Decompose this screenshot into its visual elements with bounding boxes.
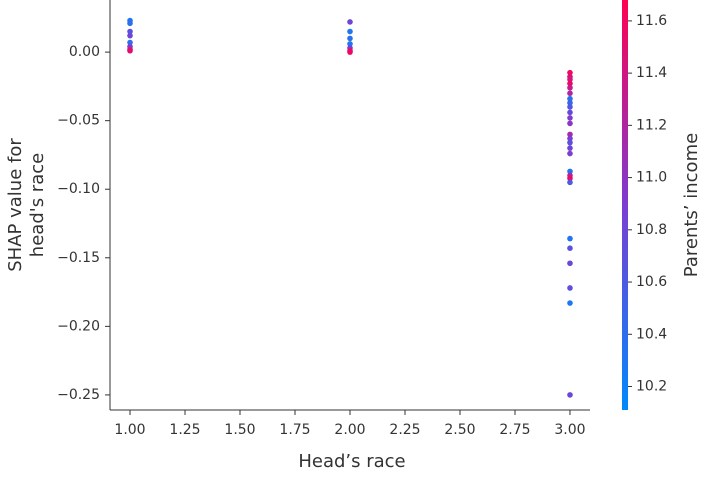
colorbar-tick-label: 11.0 xyxy=(636,170,667,186)
colorbar-tick-label: 10.2 xyxy=(636,378,667,394)
y-tick-label: 0.00 xyxy=(69,44,100,60)
point xyxy=(127,47,133,54)
point xyxy=(567,175,573,182)
point xyxy=(567,95,573,102)
point xyxy=(567,104,573,110)
x-tick-label: 1.75 xyxy=(279,422,310,438)
point xyxy=(567,139,573,146)
point xyxy=(567,100,573,106)
point xyxy=(567,145,573,151)
x-axis-label: Head’s race xyxy=(298,451,405,472)
colorbar-tick-label: 10.4 xyxy=(636,326,667,342)
point xyxy=(127,28,133,35)
colorbar-tick-label: 10.6 xyxy=(636,274,667,290)
point xyxy=(567,76,573,83)
point xyxy=(567,109,573,116)
y-tick-label: −0.25 xyxy=(57,387,100,403)
colorbar-tick-label: 11.6 xyxy=(636,13,667,29)
point xyxy=(567,135,573,142)
y-tick-label: −0.15 xyxy=(57,250,100,266)
point xyxy=(567,69,573,76)
point xyxy=(567,115,573,121)
y-axis-label: SHAP value for xyxy=(5,138,26,272)
y-tick-label: −0.10 xyxy=(57,181,100,197)
colorbar-tick-label: 11.2 xyxy=(636,117,667,133)
point xyxy=(347,28,353,35)
point xyxy=(567,392,573,398)
point xyxy=(567,285,573,291)
point xyxy=(567,120,573,127)
point xyxy=(567,245,573,251)
point xyxy=(127,20,133,27)
point xyxy=(567,80,573,87)
point xyxy=(567,90,573,97)
point xyxy=(347,35,353,42)
point xyxy=(347,49,353,55)
point xyxy=(567,131,573,138)
point xyxy=(567,235,573,242)
point xyxy=(127,32,133,39)
x-tick-label: 2.00 xyxy=(334,422,365,438)
x-tick-label: 3.00 xyxy=(554,422,585,438)
point xyxy=(347,19,353,25)
y-axis-label: head's race xyxy=(27,153,48,257)
colorbar-tick-label: 10.8 xyxy=(636,222,667,238)
x-tick-label: 1.00 xyxy=(114,422,145,438)
x-tick-label: 2.25 xyxy=(389,422,420,438)
colorbar-label: Parents’ income xyxy=(681,133,702,277)
point xyxy=(127,39,133,46)
y-tick-label: −0.20 xyxy=(57,318,100,334)
colorbar-tick-label: 11.4 xyxy=(636,65,667,81)
x-tick-label: 2.50 xyxy=(444,422,475,438)
y-tick-label: −0.05 xyxy=(57,113,100,129)
point xyxy=(567,168,573,175)
x-tick-label: 1.50 xyxy=(224,422,255,438)
x-tick-label: 1.25 xyxy=(169,422,200,438)
x-tick-label: 2.75 xyxy=(499,422,530,438)
colorbar xyxy=(622,0,628,410)
point xyxy=(567,150,573,157)
point xyxy=(567,300,573,306)
point xyxy=(567,84,573,91)
point xyxy=(567,179,573,186)
point xyxy=(567,260,573,267)
point xyxy=(347,41,353,47)
